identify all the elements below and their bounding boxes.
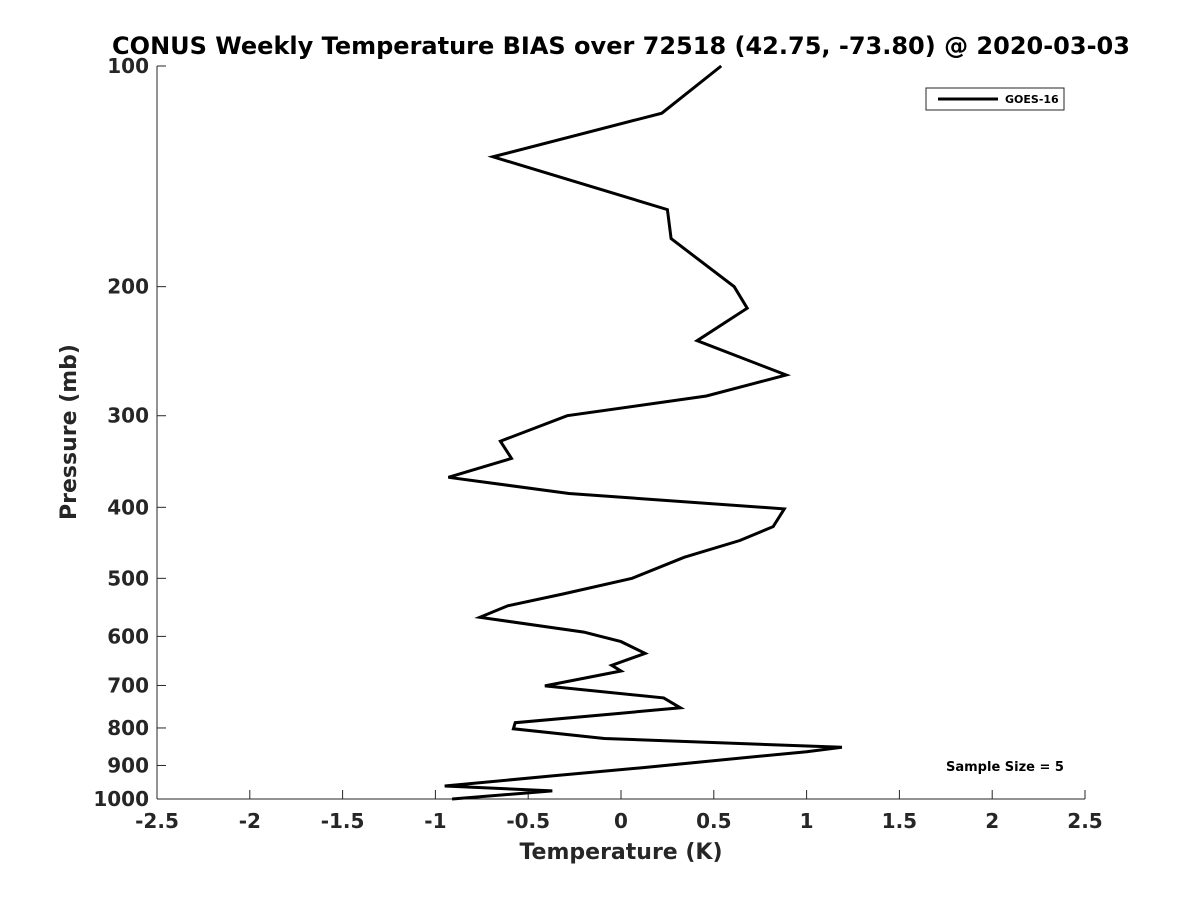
x-tick-label: -2: [239, 809, 261, 833]
y-tick-label: 900: [107, 753, 149, 777]
y-tick-label: 700: [107, 673, 149, 697]
x-tick-label: 2.5: [1067, 809, 1102, 833]
y-tick-label: 200: [107, 275, 149, 299]
legend: GOES-16: [925, 87, 1065, 111]
x-tick-label: 0.5: [696, 809, 731, 833]
series-line-goes-16: [444, 64, 843, 801]
x-tick-label: -0.5: [506, 809, 550, 833]
y-tick-label: 1000: [93, 787, 149, 811]
y-tick-label: 100: [107, 54, 149, 78]
legend-label: GOES-16: [1005, 93, 1059, 106]
x-tick-label: 0: [614, 809, 628, 833]
y-tick-label: 300: [107, 404, 149, 428]
y-tick-label: 800: [107, 716, 149, 740]
y-tick-label: 500: [107, 566, 149, 590]
x-tick-label: 1: [800, 809, 814, 833]
x-axis-label: Temperature (K): [519, 840, 722, 865]
series-group: [444, 64, 843, 801]
x-tick-label: 2: [985, 809, 999, 833]
y-tick-label: 400: [107, 495, 149, 519]
x-tick-label: 1.5: [882, 809, 917, 833]
x-tick-label: -1.5: [321, 809, 365, 833]
sample-size-annotation: Sample Size = 5: [946, 760, 1064, 775]
chart-title: CONUS Weekly Temperature BIAS over 72518…: [112, 32, 1130, 60]
y-axis-label: Pressure (mb): [57, 344, 82, 520]
plot-axes: [156, 66, 1085, 800]
x-tick-label: -2.5: [135, 809, 179, 833]
x-ticks: -2.5 -2 -1.5 -1 -0.5 0 0.5 1 1.5 2 2.5: [135, 790, 1103, 833]
y-ticks: 100 200 300 400 500 600 700 800 900 1000: [93, 54, 166, 811]
y-tick-label: 600: [107, 624, 149, 648]
x-tick-label: -1: [424, 809, 446, 833]
